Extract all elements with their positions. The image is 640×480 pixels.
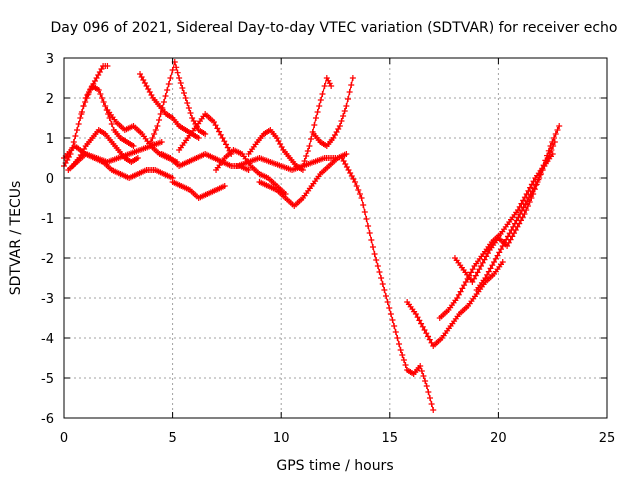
series-satellite-track-12 [213,147,289,197]
series-satellite-track-7 [137,71,202,141]
y-tick-label: -6 [41,412,54,427]
series-satellite-track-16 [299,75,335,169]
series-satellite-track-15 [234,155,339,173]
series-satellite-track-5 [78,83,137,149]
y-tick-label: 2 [46,92,54,107]
series-line [341,157,434,411]
series-satellite-track-18 [339,155,437,413]
series-satellite-track-13 [245,127,306,173]
series-satellite-track-17 [310,75,356,149]
plus-markers [436,151,556,321]
x-tick-label: 5 [168,431,176,446]
series-line [476,141,556,291]
y-tick-label: 3 [46,52,54,67]
y-tick-label: 1 [46,132,54,147]
x-tick-label: 10 [273,431,290,446]
y-tick-label: 0 [46,172,54,187]
series-satellite-track-11 [176,111,235,157]
y-axis-label: SDTVAR / TECUs [8,181,24,296]
plus-markers [137,71,202,141]
x-tick-label: 20 [490,431,507,446]
x-tick-label: 0 [60,431,68,446]
plus-markers [65,151,176,181]
grid-lines [64,58,607,418]
y-tick-label: -4 [41,332,54,347]
y-axis: -6 -5 -4 -3 -2 -1 0 1 2 3 [41,52,607,427]
plus-markers [473,139,558,293]
series-satellite-track-21 [451,123,563,285]
y-tick-label: -5 [41,372,54,387]
y-tick-label: -3 [41,292,54,307]
series-satellite-track-4 [65,151,176,181]
plus-markers [339,155,437,413]
x-axis: 0 5 10 15 20 25 [60,58,615,446]
plus-markers [451,123,563,285]
series-line [454,125,560,284]
plus-markers [147,59,209,145]
series-satellite-track-22 [473,139,558,293]
y-tick-label: -2 [41,252,54,267]
series-line [302,76,332,167]
plus-markers [310,75,356,149]
plot-frame [63,57,608,419]
plus-markers [78,83,137,149]
x-axis-label: GPS time / hours [276,458,393,474]
x-tick-label: 15 [382,431,399,446]
series-layer [61,59,563,413]
series-satellite-track-10 [169,179,228,201]
plus-markers [176,111,235,157]
plus-markers [169,179,228,201]
chart-title: Day 096 of 2021, Sidereal Day-to-day VTE… [51,20,618,36]
plus-markers [404,259,506,349]
plus-markers [299,75,335,169]
series-satellite-track-19 [404,259,506,349]
y-tick-label: -1 [41,212,54,227]
series-satellite-track-20 [436,151,556,321]
x-tick-label: 25 [599,431,616,446]
